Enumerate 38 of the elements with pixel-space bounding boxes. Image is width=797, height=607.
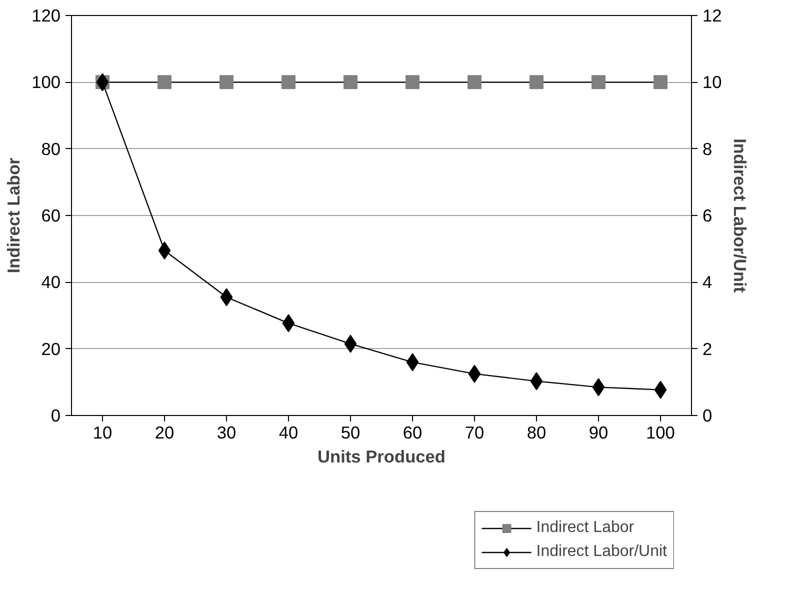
y2-tick-label: 0 xyxy=(702,406,712,426)
point xyxy=(220,288,233,306)
y-tick-label: 100 xyxy=(32,72,61,92)
y-axis-title: Indirect Labor xyxy=(4,157,24,274)
y2-tick-label: 4 xyxy=(702,272,712,292)
x-tick-label: 80 xyxy=(526,422,546,442)
x-tick-label: 10 xyxy=(92,422,112,442)
point xyxy=(282,314,295,332)
x-tick-label: 30 xyxy=(216,422,236,442)
point xyxy=(468,364,481,383)
y2-tick-label: 12 xyxy=(702,6,722,26)
x-tick-label: 20 xyxy=(154,422,174,442)
x-tick-label: 60 xyxy=(402,422,422,442)
point xyxy=(344,334,357,353)
legend-label: Indirect Labor/Unit xyxy=(536,543,667,561)
legend-label: Indirect Labor xyxy=(536,519,634,537)
point xyxy=(158,242,171,260)
x-axis-title: Units Produced xyxy=(317,446,446,466)
y-tick-label: 40 xyxy=(41,272,61,292)
y-tick-label: 20 xyxy=(41,338,61,359)
point xyxy=(530,372,543,390)
y-tick-label: 60 xyxy=(41,206,61,226)
y2-tick-label: 6 xyxy=(702,206,712,226)
point xyxy=(654,380,667,399)
y2-tick-label: 10 xyxy=(702,72,722,92)
x-tick-label: 90 xyxy=(588,422,608,442)
y2-tick-label: 8 xyxy=(702,138,712,159)
y2-axis-title: Indirect Labor/Unit xyxy=(730,138,750,293)
point xyxy=(406,353,419,372)
y-tick-label: 0 xyxy=(50,406,61,426)
x-tick-label: 50 xyxy=(340,422,360,442)
x-tick-label: 40 xyxy=(278,422,298,442)
point xyxy=(592,378,605,396)
y-tick-label: 120 xyxy=(32,6,61,26)
x-tick-label: 100 xyxy=(646,422,675,442)
y-tick-label: 80 xyxy=(41,138,61,159)
x-tick-label: 70 xyxy=(464,422,484,442)
y2-tick-label: 2 xyxy=(702,338,712,359)
